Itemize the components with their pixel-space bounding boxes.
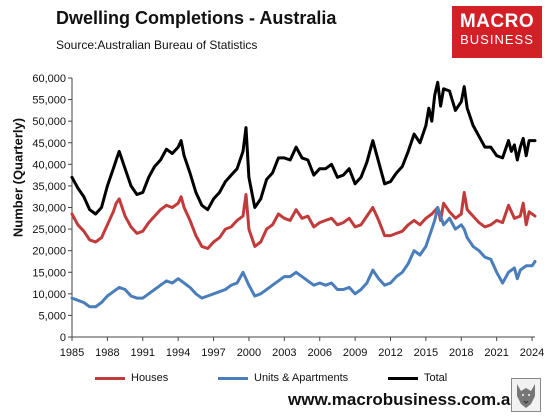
x-tick-label: 2003 [272,347,296,359]
chart-source: Source:Australian Bureau of Statistics [56,38,258,52]
x-tick-label: 1994 [166,347,190,359]
x-tick-label: 2012 [378,347,402,359]
legend-swatch-houses [95,376,125,380]
x-tick-label: 2015 [414,347,438,359]
legend-item-units: Units & Apartments [218,372,348,384]
series-line-houses [70,190,537,250]
y-tick-label: 35,000 [32,181,66,193]
legend-swatch-total [388,376,418,380]
wolf-logo-icon [511,378,541,412]
legend-label-total: Total [424,372,448,384]
y-tick-label: 0 [60,332,66,344]
series-line-units-apartments [70,206,537,309]
y-tick-label: 25,000 [32,224,66,236]
y-tick-label: 10,000 [32,289,66,301]
y-tick-label: 30,000 [32,203,66,215]
y-tick-label: 45,000 [32,138,66,150]
y-tick-label: 5,000 [38,310,66,322]
logo-text-bottom: BUSINESS [460,32,534,47]
x-tick-label: 1988 [95,347,119,359]
legend-label-houses: Houses [131,372,169,384]
y-tick-label: 15,000 [32,267,66,279]
logo-text-top: MACRO [459,11,535,32]
y-axis-title: Number (Quarterly) [10,117,26,238]
macrobusiness-logo: MACRO BUSINESS [452,6,542,58]
y-tick-label: 55,000 [32,95,66,107]
legend-label-units: Units & Apartments [254,372,349,384]
x-tick-label: 2000 [237,347,261,359]
x-tick-label: 2018 [449,347,473,359]
x-tick-label: 1997 [201,347,225,359]
y-tick-label: 50,000 [32,116,66,128]
x-tick-label: 2021 [484,347,508,359]
y-tick-label: 40,000 [32,159,66,171]
x-tick-label: 2009 [343,347,367,359]
x-tick-label: 1991 [131,347,155,359]
website-url: www.macrobusiness.com.au [288,390,521,409]
y-tick-label: 20,000 [32,246,66,258]
y-tick-label: 60,000 [32,73,66,85]
chart-title: Dwelling Completions - Australia [56,8,337,28]
legend-item-total: Total [388,372,447,384]
legend-item-houses: Houses [95,372,168,384]
x-tick-label: 2006 [307,347,331,359]
legend-swatch-units [218,376,248,380]
chart-legend: Houses Units & Apartments Total [0,372,549,388]
x-tick-label: 1985 [60,347,84,359]
series-line-total [70,80,537,216]
x-tick-label: 2024 [520,347,544,359]
